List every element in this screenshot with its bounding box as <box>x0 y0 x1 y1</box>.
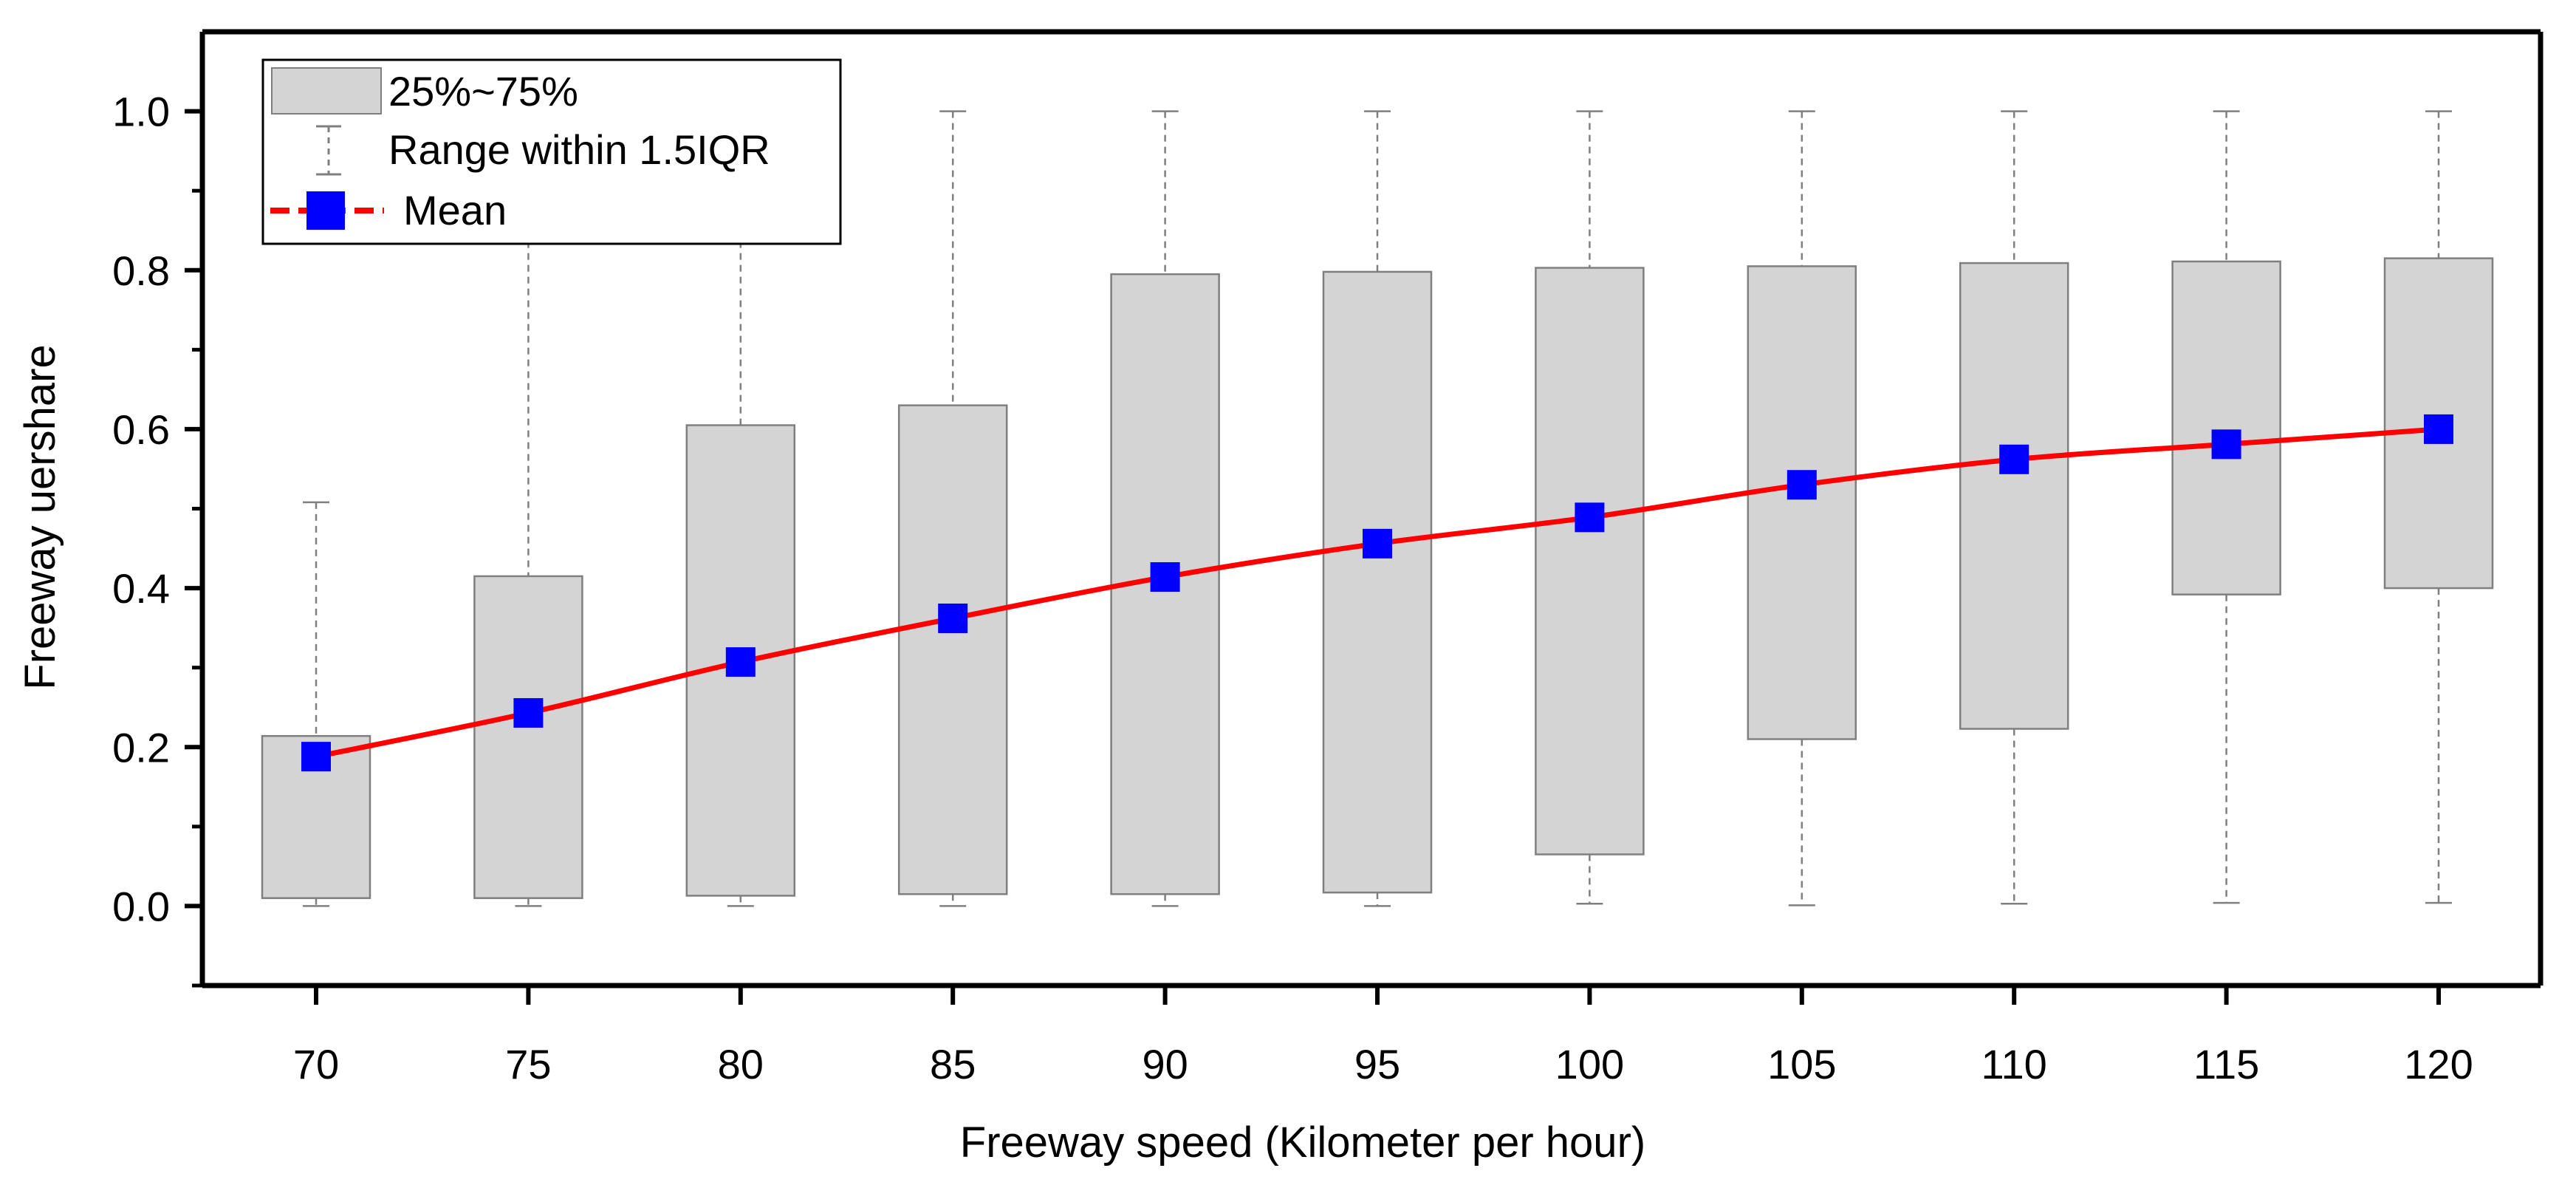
iqr-box <box>1322 270 1433 894</box>
x-tick-label: 85 <box>930 1041 976 1087</box>
iqr-box <box>897 404 1008 895</box>
mean-marker-90 <box>1150 562 1180 593</box>
ticks-layer: 0.0 0.2 0.4 0.6 0.8 1.0 70 75 80 85 90 95 100 105 110 1… <box>112 89 2473 1087</box>
box-group-115 <box>2171 110 2281 904</box>
x-axis-title: Freeway speed (Kilometer per hour) <box>960 1119 1645 1167</box>
mean-marker-105 <box>1787 470 1817 500</box>
mean-marker-75 <box>513 697 544 728</box>
x-tick-label: 105 <box>1767 1041 1836 1087</box>
legend-mean-swatch <box>270 191 384 230</box>
box-group-105 <box>1747 110 1857 906</box>
box-group-120 <box>2383 110 2494 904</box>
box-group-75 <box>473 110 583 907</box>
y-tick-label: 0.6 <box>112 406 170 453</box>
legend: 25%~75% Range within 1.5IQR Mean <box>261 58 842 245</box>
iqr-box <box>1959 262 2069 730</box>
x-tick-label: 75 <box>505 1041 551 1087</box>
boxes-layer <box>261 110 2494 907</box>
mean-layer <box>301 414 2453 772</box>
y-axis-title: Freeway uershare <box>16 344 64 689</box>
iqr-box <box>1747 265 1857 740</box>
x-tick-label: 115 <box>2193 1041 2259 1087</box>
iqr-box <box>1535 267 1645 856</box>
legend-label-whisker: Range within 1.5IQR <box>388 126 770 173</box>
y-tick-label: 1.0 <box>112 89 170 135</box>
mean-marker-120 <box>2424 414 2453 444</box>
iqr-box <box>2171 260 2281 595</box>
box-group-95 <box>1322 110 1433 907</box>
legend-label-box: 25%~75% <box>388 68 578 115</box>
mean-marker-70 <box>301 742 331 772</box>
x-tick-label: 120 <box>2404 1041 2473 1087</box>
y-tick-label: 0.2 <box>112 724 170 771</box>
box-group-85 <box>897 110 1008 907</box>
mean-marker-110 <box>1999 444 2029 474</box>
legend-box-swatch <box>271 67 382 115</box>
mean-marker-95 <box>1363 528 1392 559</box>
x-tick-label: 70 <box>293 1041 339 1087</box>
box-group-110 <box>1959 110 2069 905</box>
mean-marker-80 <box>725 647 756 677</box>
mean-marker-115 <box>2211 429 2241 460</box>
box-group-100 <box>1535 110 1645 905</box>
x-tick-label: 110 <box>1981 1041 2047 1087</box>
y-tick-label: 0.0 <box>112 883 170 929</box>
mean-marker-100 <box>1575 502 1605 533</box>
x-tick-label: 100 <box>1555 1041 1624 1087</box>
box-group-70 <box>261 501 371 907</box>
y-tick-label: 0.4 <box>112 565 170 612</box>
x-tick-label: 95 <box>1354 1041 1400 1087</box>
x-tick-label: 90 <box>1142 1041 1188 1087</box>
legend-whisker-swatch <box>316 125 341 176</box>
legend-label-mean: Mean <box>403 187 507 233</box>
box-group-90 <box>1110 110 1220 907</box>
x-tick-label: 80 <box>718 1041 764 1087</box>
y-tick-label: 0.8 <box>112 247 170 294</box>
mean-marker-85 <box>938 603 968 633</box>
iqr-box <box>473 575 583 899</box>
